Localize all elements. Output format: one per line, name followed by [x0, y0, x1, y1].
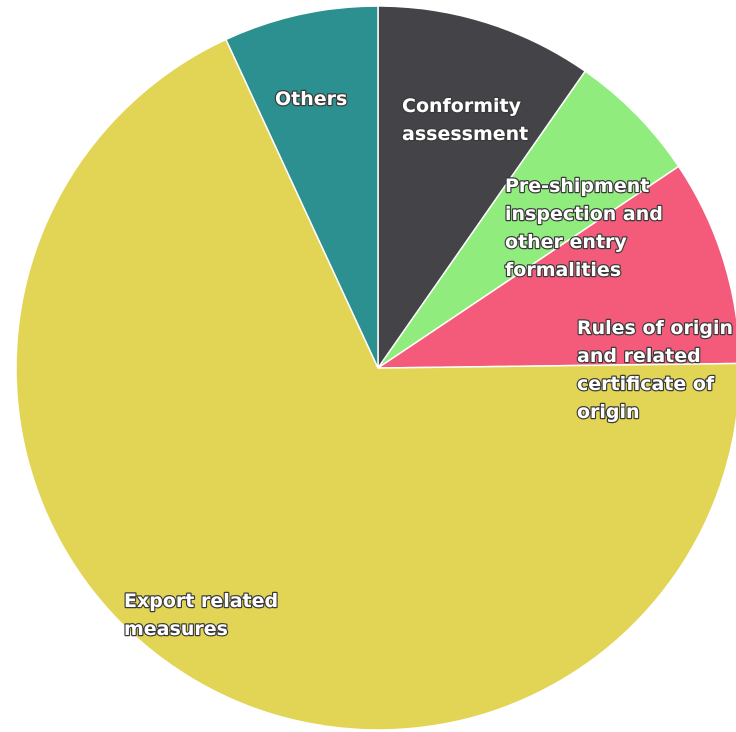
slice-label-line: Rules of origin [577, 317, 733, 339]
slice-label-line: and related [577, 345, 701, 367]
slice-label-line: origin [577, 401, 640, 423]
slice-label-line: Export related [124, 590, 278, 612]
slice-label-line: Pre-shipment [505, 175, 649, 197]
slice-label-line: other entry [505, 231, 627, 253]
slice-label-line: inspection and [505, 203, 663, 225]
pie-slice-conformity-assessment[interactable] [377, 5, 587, 371]
slice-label-rules-of-origin-and-related-certificate-of-origin: Rules of origin and related certificate of… [577, 317, 733, 423]
slice-label-line: formalities [505, 259, 621, 281]
slices-layer [15, 5, 736, 731]
pie-slice-others[interactable] [224, 5, 379, 369]
pie-slice-rules-of-origin-and-related-certificate-of-origin[interactable] [375, 165, 736, 369]
slice-label-conformity-assessment: Conformity assessment [402, 95, 528, 145]
slice-label-others: Others [275, 88, 347, 110]
slice-label-export-related-measures: Export related measures [124, 590, 278, 640]
slice-label-line: certificate of [577, 373, 715, 395]
slice-label-line: Conformity [402, 95, 522, 117]
slice-label-line: measures [124, 618, 228, 640]
slice-label-pre-shipment-inspection-and-other-entry-formalities: Pre-shipment inspection and other entry for… [505, 175, 663, 281]
slice-label-line: Others [275, 88, 347, 110]
pie-slice-pre-shipment-inspection-and-other-entry-formalities[interactable] [377, 70, 680, 369]
slice-label-line: assessment [402, 123, 528, 145]
labels-layer: Conformity assessment Pre-shipment inspecti… [123, 87, 734, 641]
pie-slice-export-related-measures[interactable] [15, 38, 736, 731]
